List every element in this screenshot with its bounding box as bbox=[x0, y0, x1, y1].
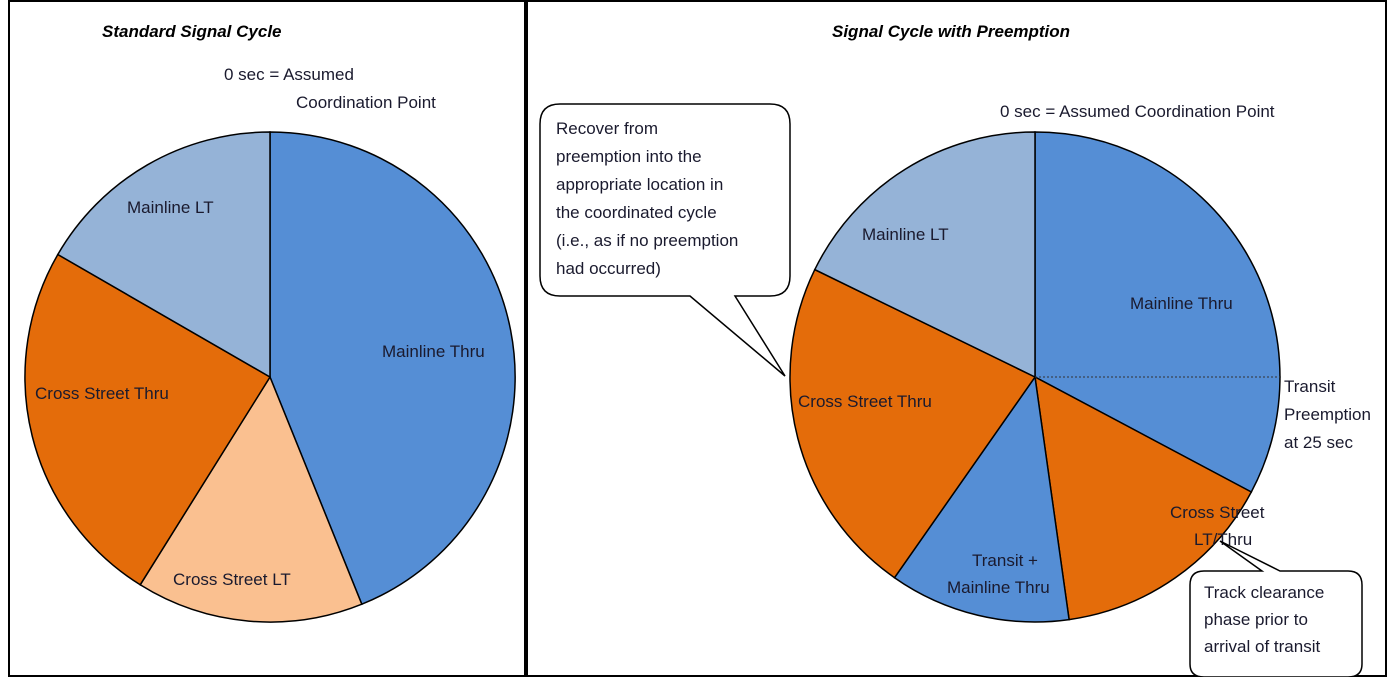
pie-slice-transit-mainline-thru bbox=[893, 375, 1070, 623]
preemption-cycle-title: Signal Cycle with Preemption bbox=[832, 22, 1071, 41]
pie-slice-cross-street-thru bbox=[24, 253, 272, 586]
standard-cycle-pie bbox=[24, 131, 516, 623]
pie-slice-cross-street-lt-thru bbox=[1034, 375, 1253, 621]
pie-slice-mainline-lt bbox=[813, 131, 1036, 379]
recover-callout-line3: appropriate location in bbox=[556, 175, 723, 194]
coordination-point-note: 0 sec = Assumed Coordination Point bbox=[1000, 102, 1275, 121]
slice-label-cross-street-thru: Cross Street Thru bbox=[35, 384, 169, 403]
track-callout-line1: Track clearance bbox=[1204, 583, 1324, 602]
pie-slice-mainline-thru bbox=[269, 131, 516, 606]
recover-callout-line6: had occurred) bbox=[556, 259, 661, 278]
recover-callout-line2: preemption into the bbox=[556, 147, 702, 166]
preemption-cycle-pie bbox=[789, 131, 1281, 623]
pie-slice-cross-street-lt bbox=[139, 375, 363, 623]
slice-label-cross-street-thru: Cross Street Thru bbox=[798, 392, 932, 411]
preemption-note-line3: at 25 sec bbox=[1284, 433, 1353, 452]
recover-callout-bubble bbox=[539, 103, 791, 377]
coordination-point-note-line2: Coordination Point bbox=[296, 93, 436, 112]
pie-slice-cross-street-thru bbox=[789, 268, 1037, 579]
preemption-note-line1: Transit bbox=[1284, 377, 1336, 396]
pie-slice-mainline-lt bbox=[56, 131, 271, 379]
slice-label-transit-line2: Mainline Thru bbox=[947, 578, 1050, 597]
slice-label-transit-line1: Transit + bbox=[972, 551, 1038, 570]
slice-label-cross-street-lt-thru-line1: Cross Street bbox=[1170, 503, 1265, 522]
slice-label-cross-street-lt: Cross Street LT bbox=[173, 570, 291, 589]
coordination-point-note-line1: 0 sec = Assumed bbox=[224, 65, 354, 84]
recover-callout-line1: Recover from bbox=[556, 119, 658, 138]
recover-callout-line4: the coordinated cycle bbox=[556, 203, 717, 222]
recover-callout-line5: (i.e., as if no preemption bbox=[556, 231, 738, 250]
slice-label-cross-street-lt-thru-line2: LT/Thru bbox=[1194, 530, 1252, 549]
track-callout-bubble bbox=[1189, 540, 1363, 677]
slice-label-mainline-thru: Mainline Thru bbox=[1130, 294, 1233, 313]
slice-label-mainline-thru: Mainline Thru bbox=[382, 342, 485, 361]
track-callout-line2: phase prior to bbox=[1204, 610, 1308, 629]
preemption-note-line2: Preemption bbox=[1284, 405, 1371, 424]
slice-label-mainline-lt: Mainline LT bbox=[862, 225, 949, 244]
pie-slice-mainline-thru bbox=[1034, 131, 1281, 494]
track-callout-line3: arrival of transit bbox=[1204, 637, 1320, 656]
slice-label-mainline-lt: Mainline LT bbox=[127, 198, 214, 217]
standard-cycle-title: Standard Signal Cycle bbox=[102, 22, 282, 41]
